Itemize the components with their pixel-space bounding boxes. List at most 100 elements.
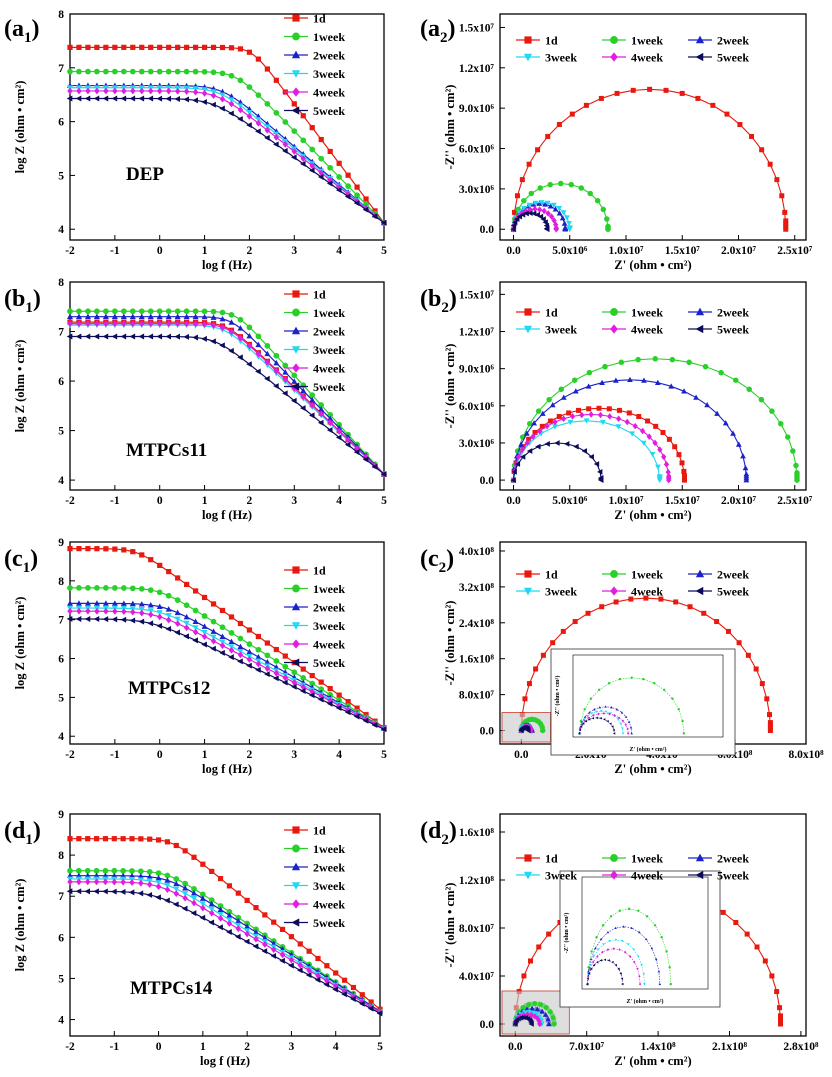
marker-square	[94, 44, 100, 50]
marker-square	[228, 45, 235, 51]
marker-square	[157, 44, 163, 50]
marker-square	[94, 546, 100, 552]
marker-diamond	[624, 418, 630, 426]
marker-square	[315, 955, 321, 962]
marker-triangle-left	[314, 976, 321, 983]
marker-triangle-left	[514, 216, 520, 223]
x-tick-label: 1.0x10⁷	[608, 245, 644, 257]
marker-circle	[191, 885, 197, 892]
marker-circle	[210, 618, 217, 625]
marker-circle	[103, 68, 109, 75]
x-tick-label: 2.1x10⁸	[712, 1041, 748, 1053]
marker-diamond	[610, 870, 618, 880]
marker-triangle-left	[210, 338, 216, 345]
marker-square	[759, 681, 765, 687]
marker-triangle-up	[638, 930, 641, 934]
marker-square	[282, 653, 288, 659]
marker-circle	[610, 854, 618, 862]
marker-triangle-left	[317, 419, 324, 426]
marker-square	[628, 596, 634, 602]
marker-triangle-down	[201, 629, 208, 636]
legend-a2: 1d 1week 2week 3week 4week 5week	[516, 34, 749, 65]
series-1week	[510, 356, 800, 483]
marker-diamond	[288, 956, 295, 964]
y-tick-label: 9	[58, 809, 64, 821]
plot-frame	[69, 541, 385, 745]
legend-item-2week: 2week	[688, 852, 749, 866]
marker-circle	[164, 872, 171, 879]
marker-circle	[67, 584, 73, 591]
legend-c1: 1d 1week 2week 3week 4week 5week	[284, 564, 345, 670]
marker-diamond	[246, 342, 253, 350]
legend-item-4week: 4week	[602, 585, 663, 599]
marker-circle	[201, 308, 208, 315]
marker-triangle-left	[586, 977, 589, 980]
marker-circle	[618, 359, 625, 366]
marker-circle	[538, 1002, 544, 1008]
marker-circle	[653, 924, 657, 927]
marker-triangle-up	[629, 726, 633, 729]
marker-diamond	[148, 87, 154, 95]
marker-circle	[336, 174, 343, 180]
x-tick-label: 3	[291, 245, 297, 257]
marker-square	[271, 919, 277, 925]
marker-triangle-down	[655, 464, 661, 470]
marker-diamond	[300, 393, 306, 401]
marker-circle	[273, 352, 280, 359]
marker-circle	[292, 584, 300, 593]
marker-triangle-left	[621, 982, 624, 986]
marker-square	[526, 436, 532, 442]
marker-circle	[602, 363, 608, 370]
panel-label-text: (a2)	[420, 16, 456, 46]
marker-triangle-up	[627, 720, 631, 723]
marker-circle	[686, 359, 692, 366]
marker-triangle-left	[173, 901, 179, 908]
legend-label: 4week	[313, 86, 345, 100]
marker-triangle-left	[614, 963, 617, 967]
marker-triangle-left	[588, 454, 594, 460]
marker-square	[336, 160, 342, 166]
legend-item-5week: 5week	[688, 585, 749, 599]
marker-circle	[291, 128, 298, 135]
marker-circle	[67, 68, 73, 75]
marker-circle	[174, 68, 181, 75]
marker-square	[762, 958, 768, 964]
legend-item-3week: 3week	[516, 585, 577, 599]
marker-triangle-left	[156, 622, 163, 629]
legend-d2: 1d 1week 2week 3week 4week 5week	[516, 852, 749, 883]
marker-square	[130, 44, 136, 50]
marker-triangle-down	[632, 948, 635, 951]
legend-label: 1d	[313, 564, 326, 578]
marker-circle	[155, 870, 162, 877]
marker-triangle-left	[66, 615, 73, 622]
marker-triangle-down	[550, 202, 557, 208]
marker-diamond	[345, 436, 351, 444]
marker-circle	[67, 867, 73, 874]
marker-diamond	[596, 955, 599, 958]
marker-circle	[67, 308, 73, 315]
marker-triangle-up	[291, 862, 301, 871]
marker-triangle-left	[252, 943, 259, 950]
marker-circle	[526, 420, 533, 427]
marker-triangle-up	[534, 1006, 540, 1012]
marker-diamond	[255, 119, 262, 127]
marker-triangle-up	[681, 388, 687, 394]
marker-triangle-left	[300, 405, 306, 412]
marker-triangle-up	[255, 341, 262, 348]
marker-circle	[111, 867, 118, 874]
marker-diamond	[624, 950, 627, 954]
series-5week	[510, 440, 604, 483]
marker-square	[596, 405, 602, 411]
y-tick-label: 6	[58, 654, 64, 666]
marker-triangle-left	[156, 333, 163, 340]
x-tick-label: -1	[110, 245, 120, 257]
marker-triangle-left	[147, 620, 154, 627]
marker-circle	[237, 77, 244, 84]
marker-triangle-left	[261, 948, 268, 955]
marker-diamond	[182, 894, 188, 902]
marker-triangle-down	[640, 963, 643, 967]
marker-triangle-left	[128, 889, 135, 896]
inset-frame	[559, 870, 721, 1008]
legend-item-4week: 4week	[284, 898, 345, 912]
panel-label-text: (d2)	[420, 818, 457, 848]
